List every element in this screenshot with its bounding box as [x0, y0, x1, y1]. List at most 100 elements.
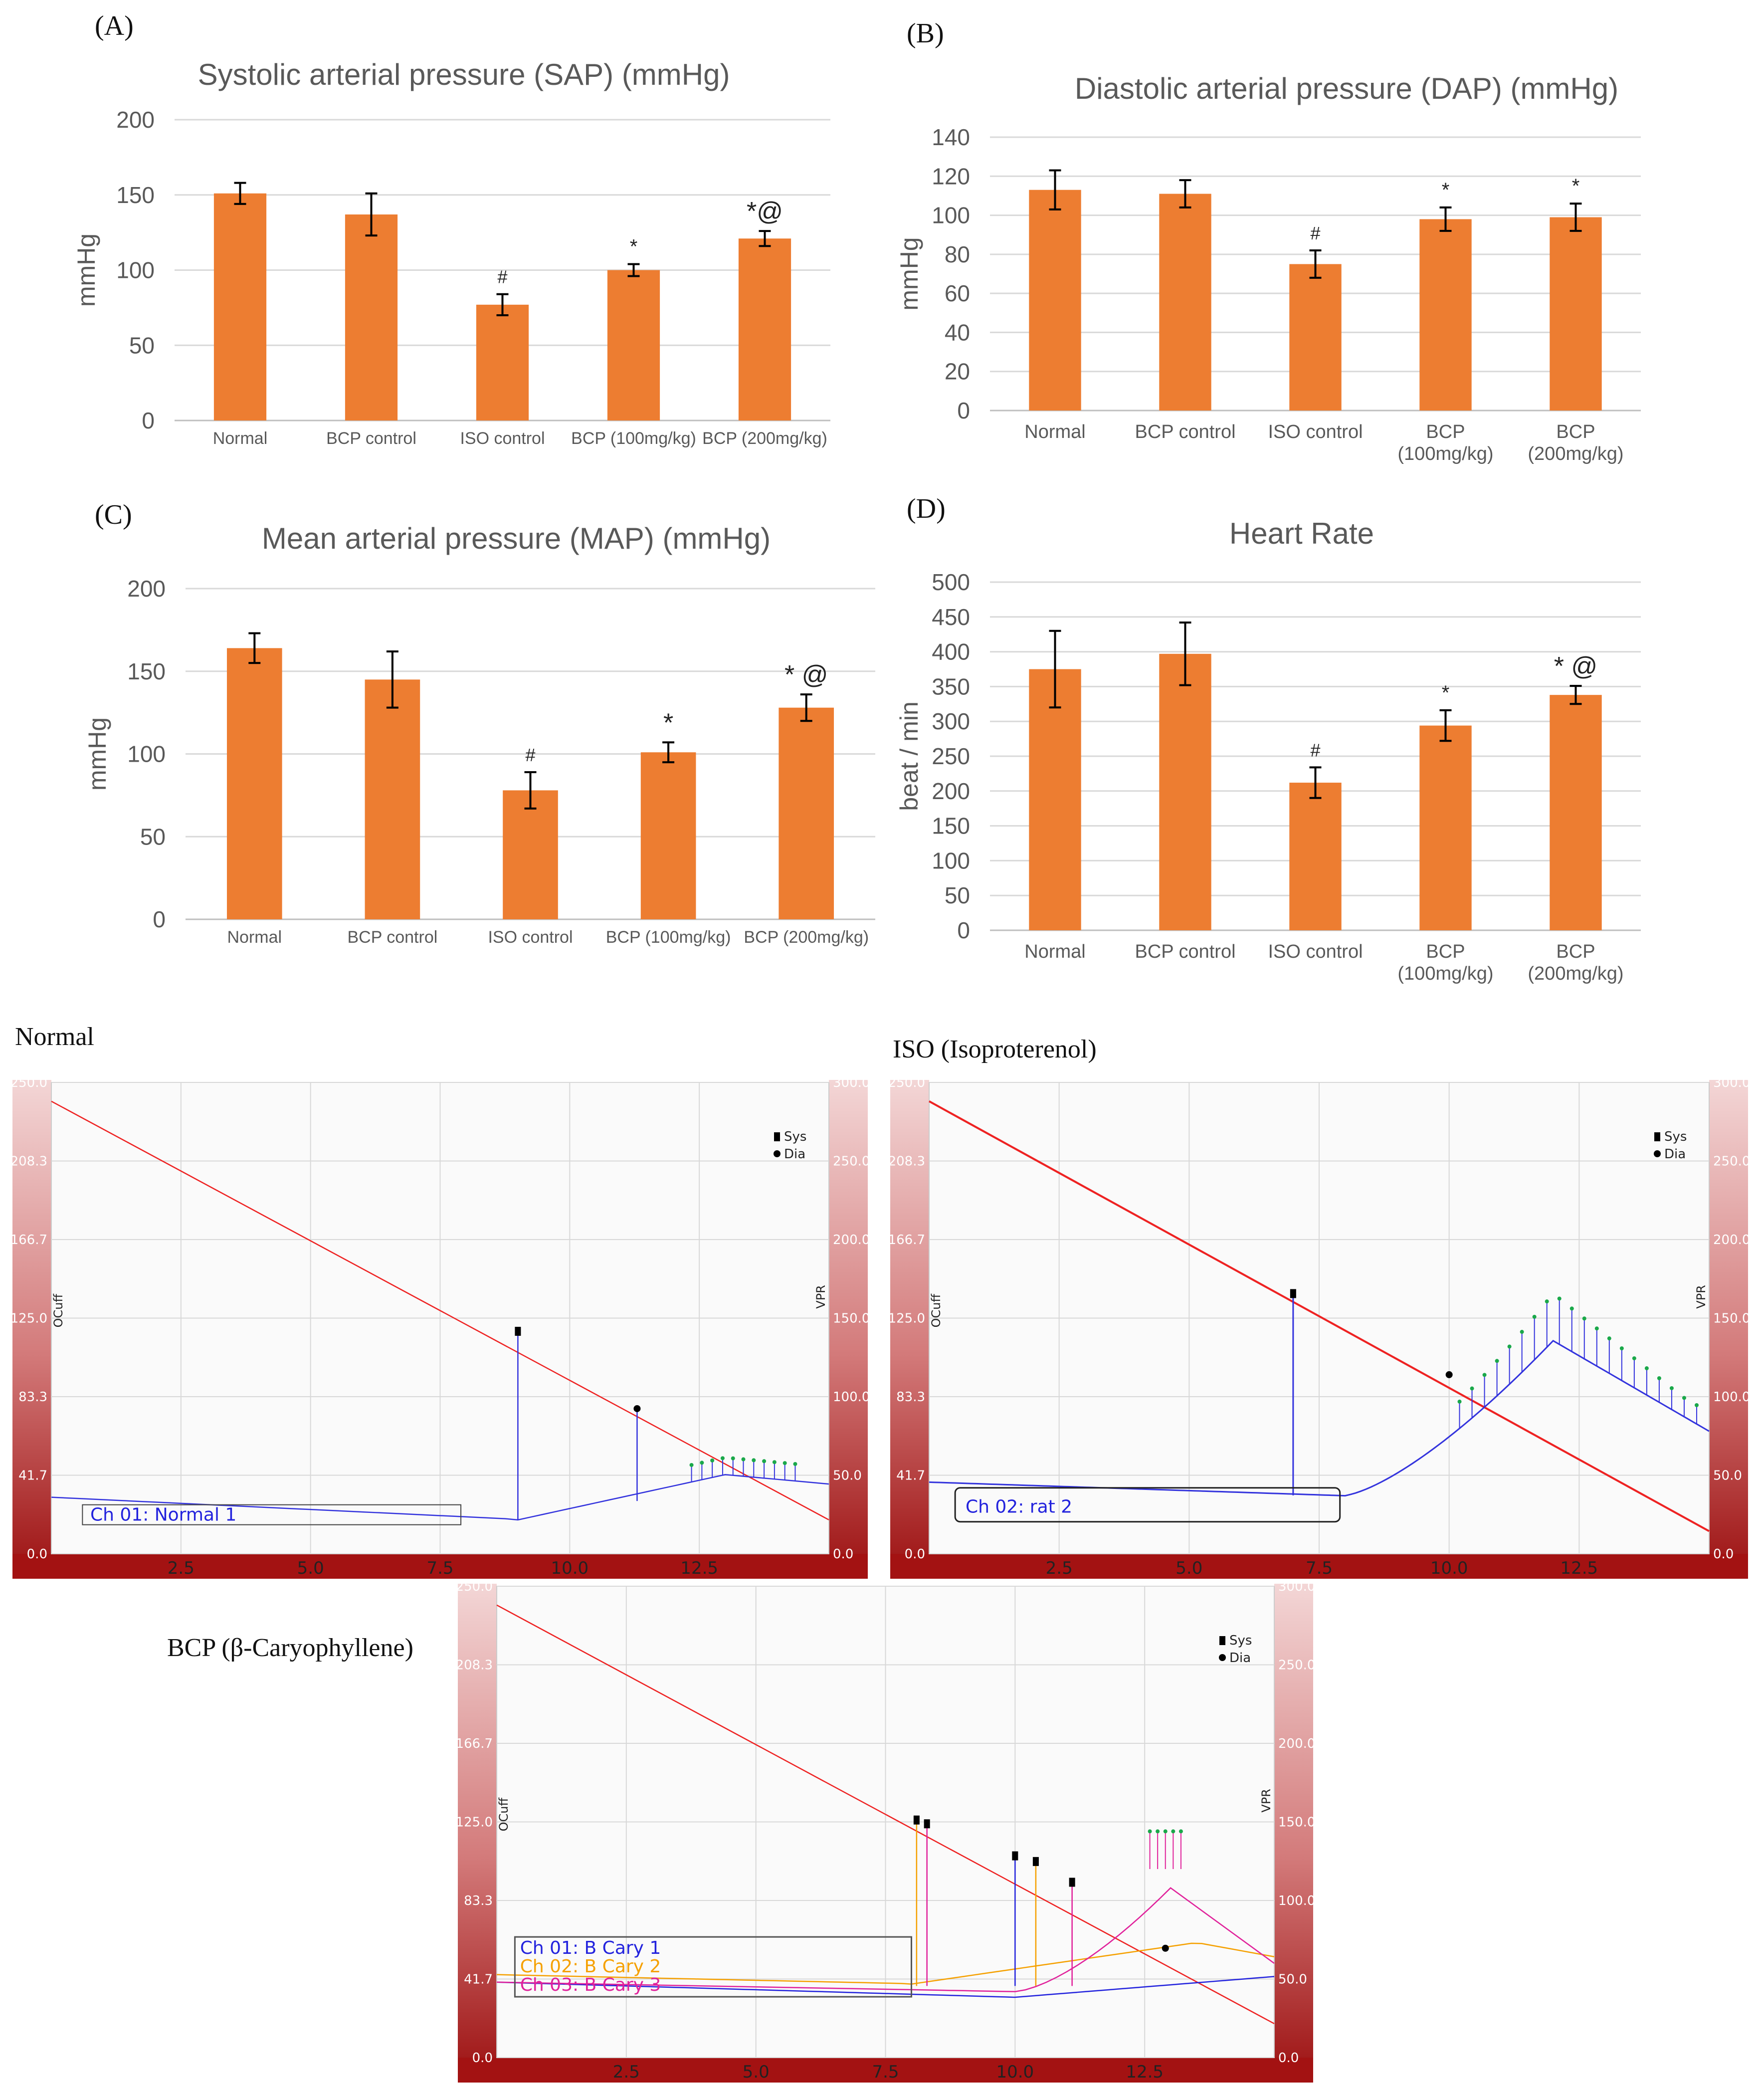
- sys-marker: [924, 1819, 930, 1829]
- category-label: BCP (200mg/kg): [1528, 421, 1623, 464]
- pulse-volume-trace: [929, 1339, 1710, 1497]
- sys-marker: [913, 1815, 920, 1825]
- legend-sys-marker: [1654, 1132, 1660, 1141]
- y-axis-label: beat / min: [895, 701, 923, 811]
- left-axis-name: OCuff: [497, 1798, 511, 1832]
- trace-channel-1: [496, 1976, 1275, 1998]
- x-tick-label: 2.5: [168, 1558, 195, 1578]
- bar-4: [779, 707, 834, 919]
- chart-title: Heart Rate: [1229, 517, 1374, 550]
- left-tick-label: 41.7: [18, 1469, 47, 1483]
- legend-sys-label: Sys: [1229, 1633, 1252, 1648]
- sys-marker: [1012, 1851, 1018, 1861]
- significance-mark: *: [1442, 179, 1450, 201]
- bar-3: [1419, 725, 1472, 930]
- bar-3: [1419, 219, 1472, 411]
- bar-chart-c: Mean arterial pressure (MAP) (mmHg) 0 50 10…: [83, 522, 875, 947]
- legend-dia-marker: [1219, 1654, 1226, 1661]
- category-label: BCP (100mg/kg): [606, 928, 731, 947]
- x-tick-label: 10.0: [551, 1558, 588, 1578]
- recording-label-normal: Normal: [15, 1023, 94, 1051]
- significance-mark: *: [1572, 175, 1580, 197]
- bar-0: [1029, 190, 1081, 411]
- pulse-peak-marker: [1569, 1306, 1574, 1311]
- right-tick-label: 100.0: [833, 1390, 870, 1405]
- bar-1: [345, 214, 398, 420]
- left-tick-label: 166.7: [456, 1736, 493, 1751]
- bar-4: [1550, 217, 1602, 411]
- sys-marker: [1032, 1857, 1039, 1866]
- right-tick-label: 300.0: [1713, 1075, 1750, 1090]
- legend-dia-marker: [1654, 1150, 1661, 1157]
- y-tick-label: 350: [932, 673, 970, 699]
- category-label: ISO control: [1268, 421, 1363, 442]
- left-tick-label: 41.7: [464, 1972, 493, 1987]
- x-tick-label: 2.5: [613, 2062, 640, 2082]
- left-axis-name: OCuff: [51, 1294, 65, 1328]
- y-tick-label: 200: [932, 778, 970, 804]
- pulse-peak-marker: [1495, 1359, 1499, 1363]
- y-tick-label: 40: [945, 319, 970, 345]
- bar-chart-b: Diastolic arterial pressure (DAP) (mmHg)…: [895, 72, 1641, 464]
- chart-title: Diastolic arterial pressure (DAP) (mmHg): [1075, 72, 1618, 105]
- x-tick-label: 10.0: [996, 2062, 1034, 2082]
- bar-3: [607, 270, 660, 420]
- pulse-peak-marker: [1457, 1399, 1462, 1404]
- bar-charts-group: Systolic arterial pressure (SAP) (mmHg) 0…: [72, 58, 1641, 984]
- significance-mark: *: [630, 235, 638, 257]
- y-tick-label: 100: [116, 257, 155, 283]
- right-tick-label: 0.0: [833, 1547, 853, 1562]
- chart-title: Systolic arterial pressure (SAP) (mmHg): [198, 58, 730, 91]
- pulse-peak-marker: [1532, 1314, 1537, 1319]
- left-tick-label: 41.7: [896, 1469, 925, 1483]
- right-axis-strip: [1709, 1080, 1748, 1579]
- pulse-peak-marker: [772, 1460, 777, 1465]
- x-tick-label: 5.0: [743, 2062, 770, 2082]
- left-tick-label: 250.0: [456, 1579, 493, 1594]
- y-tick-label: 0: [142, 408, 155, 433]
- right-tick-label: 50.0: [1278, 1972, 1307, 1987]
- y-tick-label: 200: [116, 107, 155, 133]
- left-tick-label: 0.0: [472, 2051, 493, 2066]
- bar-0: [1029, 669, 1081, 930]
- pulse-peak-marker: [1178, 1829, 1183, 1834]
- right-tick-label: 100.0: [1713, 1390, 1750, 1405]
- category-label: Normal: [1024, 941, 1085, 962]
- category-label: BCP control: [326, 429, 416, 448]
- legend-sys-label: Sys: [784, 1129, 806, 1144]
- right-tick-label: 150.0: [1713, 1311, 1750, 1326]
- pulse-peak-marker: [1657, 1376, 1661, 1381]
- chart-title: Mean arterial pressure (MAP) (mmHg): [262, 522, 771, 555]
- y-tick-label: 0: [957, 398, 970, 423]
- right-tick-label: 250.0: [1713, 1154, 1750, 1169]
- significance-mark: #: [497, 267, 507, 287]
- category-label: Normal: [1024, 421, 1085, 442]
- right-tick-label: 0.0: [1713, 1547, 1734, 1562]
- pulse-peak-marker: [700, 1461, 704, 1465]
- pulse-peak-marker: [1669, 1386, 1674, 1390]
- pulse-peak-marker: [1694, 1403, 1699, 1407]
- y-tick-label: 450: [932, 604, 970, 630]
- channel-label-2: Ch 02: B Cary 2: [520, 1956, 661, 1977]
- trace-channel-2: [496, 1942, 1275, 1985]
- left-tick-label: 250.0: [888, 1075, 925, 1090]
- y-tick-label: 100: [127, 741, 166, 767]
- left-axis-strip: [458, 1584, 497, 2083]
- pulse-peak-marker: [720, 1456, 725, 1461]
- left-tick-label: 125.0: [10, 1311, 47, 1326]
- panel-letter-c: (C): [95, 499, 132, 530]
- left-tick-label: 166.7: [10, 1233, 47, 1248]
- channel-label-1: Ch 01: B Cary 1: [520, 1938, 661, 1958]
- pulse-peak-marker: [1470, 1386, 1474, 1391]
- pulse-peak-marker: [1520, 1330, 1524, 1334]
- y-tick-label: 0: [153, 906, 166, 932]
- pulse-peak-marker: [1545, 1299, 1549, 1304]
- pulse-peak-marker: [1644, 1366, 1649, 1371]
- category-label: BCP (200mg/kg): [744, 928, 869, 947]
- bar-1: [1159, 194, 1211, 411]
- x-tick-label: 5.0: [1175, 1558, 1202, 1578]
- right-tick-label: 200.0: [1278, 1736, 1315, 1751]
- pulse-peak-marker: [710, 1458, 715, 1463]
- right-tick-label: 300.0: [1278, 1579, 1315, 1594]
- panel-letter-b: (B): [907, 18, 944, 49]
